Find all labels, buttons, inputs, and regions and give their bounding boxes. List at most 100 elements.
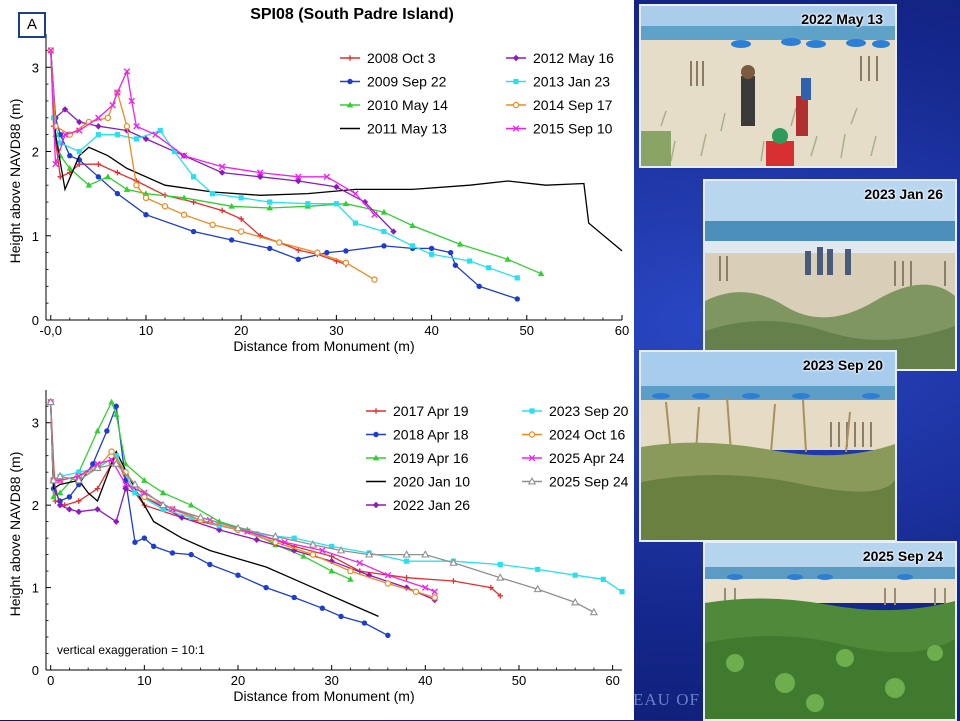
data-point	[104, 428, 110, 434]
data-point	[85, 181, 93, 188]
data-point	[535, 566, 541, 573]
data-point	[210, 191, 216, 197]
data-point	[57, 173, 64, 180]
legend-swatch-marker	[347, 55, 353, 61]
series-2012-may-16	[47, 47, 397, 235]
data-point	[497, 561, 503, 568]
legend-swatch-marker	[373, 408, 379, 414]
data-point	[328, 558, 335, 565]
series-2014-sep-17	[47, 47, 378, 283]
data-point	[132, 539, 138, 545]
data-point	[94, 427, 101, 434]
legend-label: 2012 May 16	[533, 50, 614, 66]
data-point	[431, 594, 438, 601]
legend-label: 2025 Sep 24	[549, 474, 629, 490]
series-line	[50, 50, 542, 275]
data-point	[113, 403, 119, 409]
data-point	[169, 550, 176, 556]
data-point	[402, 550, 411, 558]
data-point	[390, 228, 397, 235]
series-line	[50, 402, 389, 636]
data-point	[333, 201, 339, 207]
data-point	[381, 228, 387, 235]
data-point	[188, 514, 194, 521]
data-point	[486, 265, 492, 271]
series-line	[50, 50, 375, 216]
x-tick-label: 50	[512, 673, 526, 688]
legend-item: 2009 Sep 22	[340, 74, 447, 90]
data-point	[46, 397, 55, 406]
data-point	[267, 245, 273, 252]
data-point	[114, 169, 121, 176]
data-point	[537, 270, 545, 277]
y-tick-label: 1	[32, 229, 39, 244]
data-point	[95, 123, 102, 130]
data-point	[403, 584, 410, 591]
data-point	[409, 222, 416, 229]
data-point	[295, 177, 302, 185]
series-line	[50, 50, 623, 252]
data-point	[381, 243, 387, 249]
data-point	[300, 552, 307, 559]
data-point	[323, 173, 331, 181]
data-point	[295, 173, 302, 181]
legend-item: 2013 Jan 23	[506, 74, 610, 90]
data-point	[141, 493, 148, 501]
data-point	[50, 493, 57, 500]
data-point	[403, 574, 410, 581]
y-tick-label: 0	[32, 663, 39, 678]
series-2015-sep-10	[47, 47, 378, 218]
data-point	[476, 283, 482, 290]
data-point	[238, 216, 244, 222]
data-point	[76, 148, 82, 155]
data-point	[151, 543, 157, 550]
chart-title: SPI08 (South Padre Island)	[250, 6, 454, 23]
photo-2022-may-13: 2022 May 13	[639, 4, 897, 168]
legend-label: 2008 Oct 3	[367, 50, 436, 66]
data-point	[452, 262, 459, 268]
annotation: vertical exaggeration = 10:1	[57, 643, 205, 657]
data-point	[324, 249, 330, 256]
legend-label: 2017 Apr 19	[393, 403, 469, 419]
data-point	[122, 485, 129, 492]
series-line	[50, 402, 379, 617]
data-point	[171, 148, 178, 155]
data-point	[422, 584, 429, 591]
data-point	[233, 523, 243, 532]
data-point	[281, 538, 289, 546]
data-point	[263, 584, 269, 591]
data-point	[207, 561, 213, 568]
data-point	[52, 160, 59, 168]
series-2008-oct-3	[47, 47, 349, 268]
x-axis-label: Distance from Monument (m)	[233, 688, 414, 704]
data-point	[56, 489, 64, 496]
data-point	[319, 605, 325, 611]
data-point	[108, 398, 115, 405]
data-point	[141, 535, 148, 541]
data-point	[49, 475, 58, 484]
data-point	[75, 508, 82, 515]
x-tick-label: 60	[605, 673, 619, 688]
legend-label: 2019 Apr 16	[393, 450, 469, 466]
data-point	[342, 200, 350, 207]
legend-swatch-marker	[347, 78, 353, 85]
legend-item: 2018 Apr 18	[366, 427, 469, 443]
x-tick-label: 40	[424, 323, 438, 338]
data-point	[113, 411, 120, 417]
data-point	[75, 498, 82, 504]
photo-caption: 2023 Jan 26	[864, 186, 943, 202]
data-point	[55, 471, 65, 480]
x-tick-label: 10	[139, 323, 153, 338]
x-tick-label: 30	[324, 673, 338, 688]
legend: 2017 Apr 19 2018 Apr 18 2019 Apr 16 2020 Ja…	[366, 403, 629, 513]
legend-swatch-marker	[512, 54, 520, 62]
series-2020-jan-10	[50, 402, 379, 617]
data-point	[133, 122, 140, 130]
legend-label: 2022 Jan 26	[393, 497, 470, 513]
data-point	[403, 558, 410, 564]
y-tick-label: 0	[32, 313, 39, 328]
data-point	[449, 558, 458, 566]
data-point	[319, 547, 326, 554]
data-point	[347, 567, 354, 575]
data-point	[328, 567, 335, 574]
